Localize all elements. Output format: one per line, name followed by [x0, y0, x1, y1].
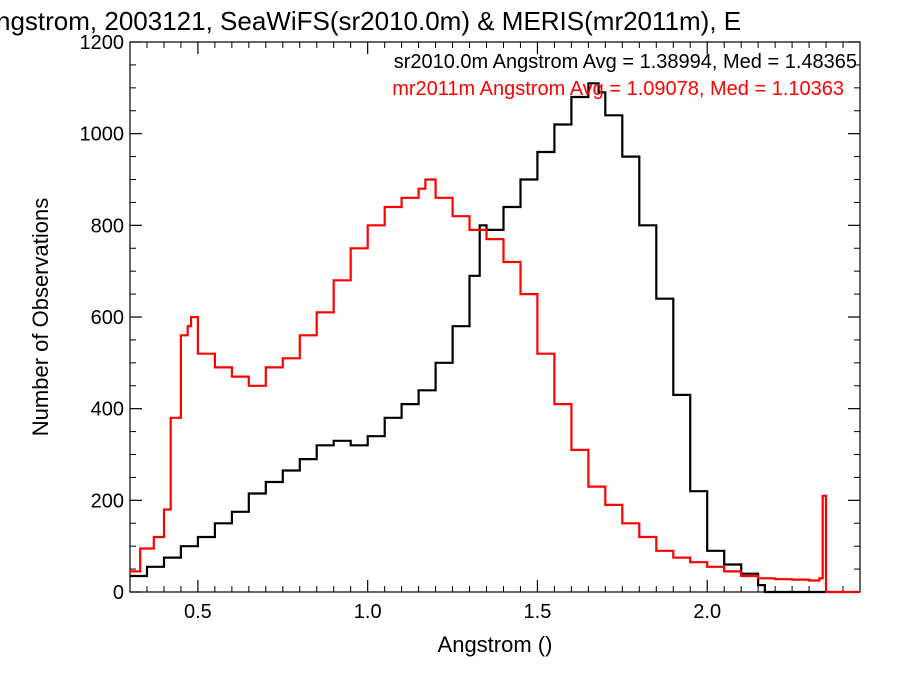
y-tick-label: 1000 — [80, 124, 125, 146]
y-tick-label: 200 — [91, 490, 124, 512]
y-tick-label: 400 — [91, 399, 124, 421]
y-axis: 0 200 400 600 800 1000 1200 — [80, 32, 860, 604]
x-tick-label: 0.5 — [184, 601, 212, 623]
y-tick-label: 0 — [113, 582, 124, 604]
y-tick-label: 600 — [91, 307, 124, 329]
plot-frame — [129, 41, 861, 593]
x-axis: 0.5 1.0 1.5 2.0 — [146, 42, 861, 623]
series-line-0 — [130, 82, 826, 594]
y-axis-label: Number of Observations — [28, 198, 53, 436]
series-line-1 — [130, 178, 860, 594]
y-tick-label: 1200 — [80, 32, 125, 54]
y-tick-label: 800 — [91, 215, 124, 237]
chart-title: ngstrom, 2003121, SeaWiFS(sr2010.0m) & M… — [0, 6, 741, 36]
series-lines — [130, 82, 860, 594]
x-tick-label: 1.0 — [354, 601, 382, 623]
x-axis-label: Angstrom () — [438, 632, 553, 657]
annotation-black: sr2010.0m Angstrom Avg = 1.38994, Med = … — [394, 51, 857, 73]
annotation-red: mr2011m Angstrom Avg = 1.09078, Med = 1.… — [392, 78, 844, 100]
x-tick-label: 1.5 — [524, 601, 552, 623]
x-tick-label: 2.0 — [693, 601, 721, 623]
